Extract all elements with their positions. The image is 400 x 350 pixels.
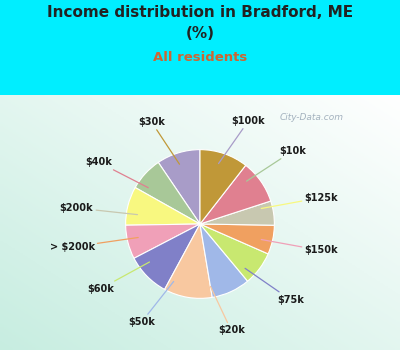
Wedge shape bbox=[158, 149, 200, 224]
Wedge shape bbox=[200, 149, 246, 224]
Text: $10k: $10k bbox=[246, 146, 306, 181]
Text: $100k: $100k bbox=[218, 116, 265, 163]
Wedge shape bbox=[200, 224, 268, 281]
Text: $50k: $50k bbox=[128, 281, 174, 327]
Wedge shape bbox=[200, 201, 274, 225]
Text: > $200k: > $200k bbox=[50, 238, 138, 252]
Text: $200k: $200k bbox=[60, 203, 138, 215]
Text: (%): (%) bbox=[186, 26, 214, 41]
Text: City-Data.com: City-Data.com bbox=[280, 113, 344, 122]
Wedge shape bbox=[200, 224, 248, 298]
Wedge shape bbox=[126, 224, 200, 258]
Wedge shape bbox=[134, 224, 200, 289]
Wedge shape bbox=[200, 165, 271, 224]
Text: Income distribution in Bradford, ME: Income distribution in Bradford, ME bbox=[47, 5, 353, 20]
Text: $75k: $75k bbox=[245, 268, 304, 304]
Text: $125k: $125k bbox=[261, 193, 338, 209]
Text: $60k: $60k bbox=[87, 262, 150, 294]
Text: $40k: $40k bbox=[85, 157, 148, 188]
Text: $150k: $150k bbox=[261, 239, 338, 255]
Wedge shape bbox=[126, 188, 200, 225]
Text: $30k: $30k bbox=[138, 117, 180, 164]
Wedge shape bbox=[135, 162, 200, 224]
Text: All residents: All residents bbox=[153, 51, 247, 64]
Wedge shape bbox=[200, 224, 274, 254]
Wedge shape bbox=[165, 224, 212, 298]
Text: $20k: $20k bbox=[210, 286, 245, 335]
